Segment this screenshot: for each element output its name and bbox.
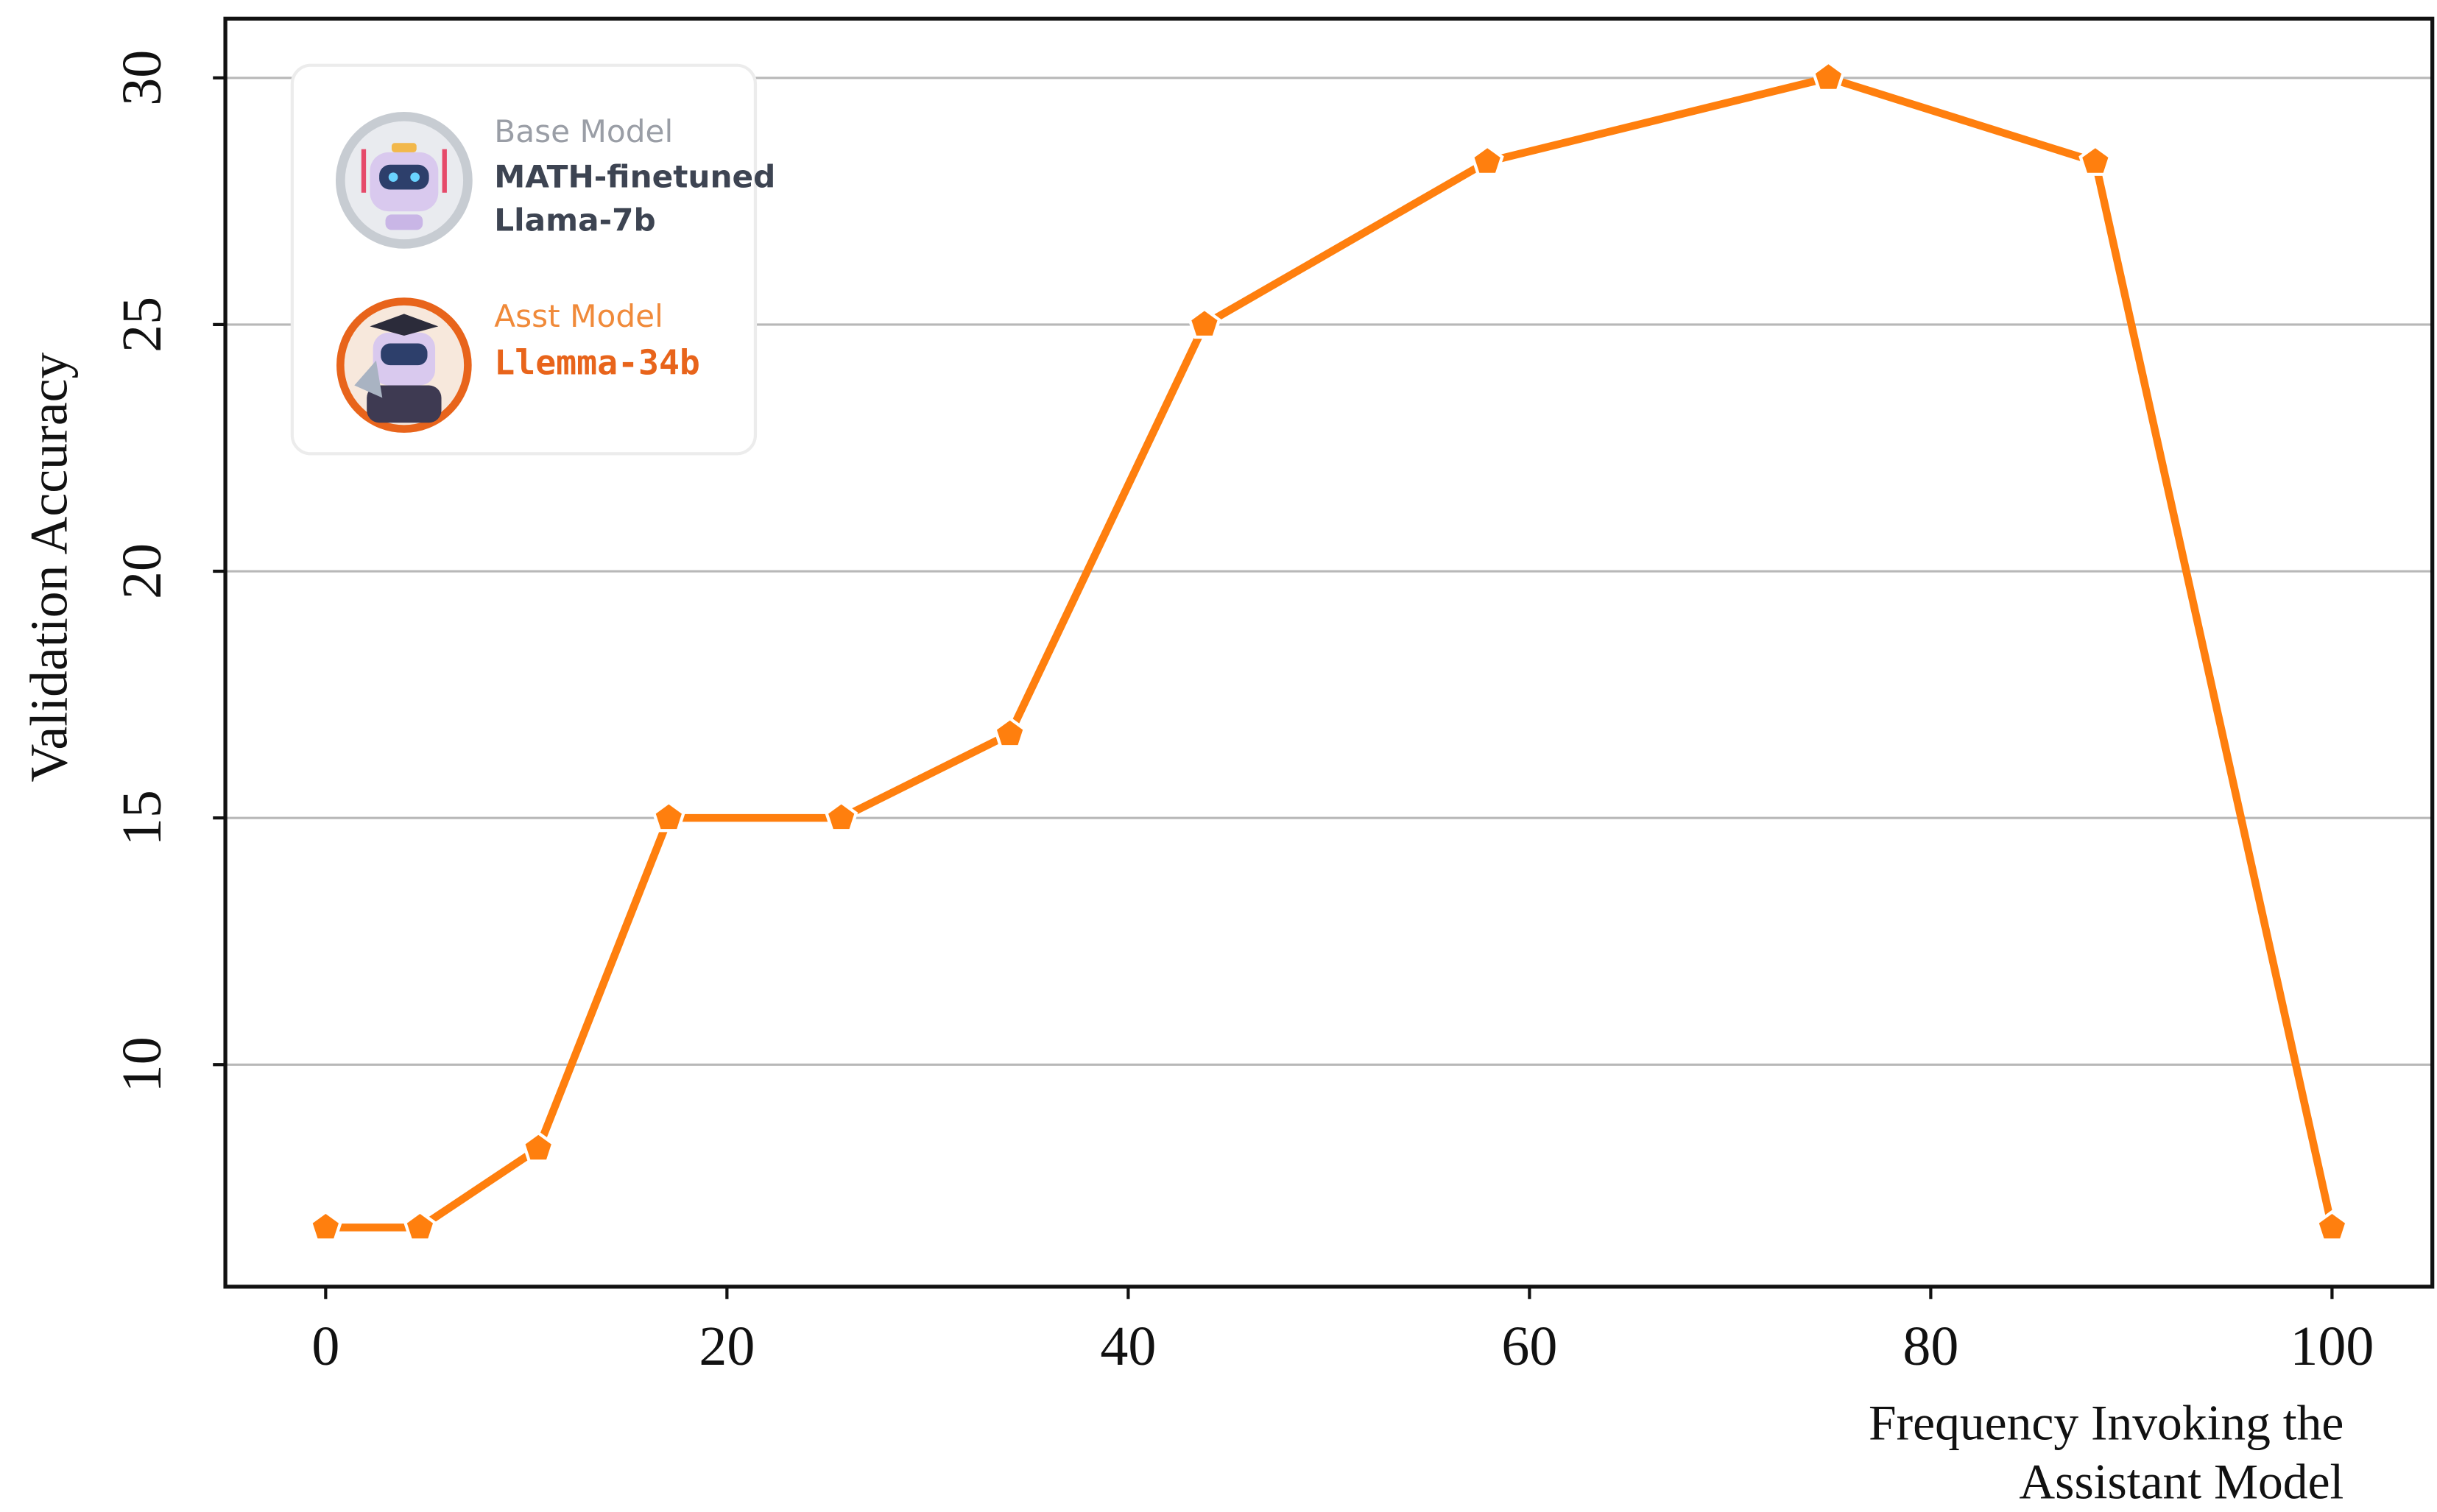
- y-tick-label: 30: [111, 50, 173, 106]
- legend-model-name: Llama-7b: [494, 202, 655, 238]
- base-model-icon: [340, 116, 468, 244]
- y-tick-label: 20: [111, 543, 173, 599]
- y-tick-label: 15: [111, 790, 173, 846]
- data-point: [2317, 1212, 2346, 1240]
- x-tick-label: 20: [699, 1315, 755, 1377]
- x-tick-label: 40: [1100, 1315, 1156, 1377]
- x-axis-label: Frequency Invoking the: [1869, 1395, 2343, 1450]
- data-point: [827, 802, 856, 830]
- legend: Base Model MATH-finetuned Llama-7b Asst …: [292, 66, 775, 454]
- data-point: [1813, 63, 1843, 91]
- y-axis-label: Validation Accuracy: [19, 352, 78, 782]
- chart: 10 15 20 25 30 0 20 40 60 80 100 Validation Accura…: [0, 0, 2437, 1512]
- data-point: [523, 1133, 553, 1161]
- x-tick-label: 0: [311, 1315, 339, 1377]
- legend-model-name: MATH-finetuned: [494, 158, 775, 194]
- legend-role: Asst Model: [494, 298, 663, 334]
- y-tick-label: 10: [111, 1036, 173, 1092]
- data-point: [995, 718, 1025, 746]
- assistant-model-icon: [340, 302, 468, 429]
- x-tick-label: 60: [1501, 1315, 1557, 1377]
- x-tick-label: 100: [2290, 1315, 2374, 1377]
- x-axis-label: Assistant Model: [2019, 1455, 2343, 1510]
- data-point: [311, 1212, 340, 1240]
- x-tick-label: 80: [1902, 1315, 1958, 1377]
- data-point: [2081, 146, 2110, 174]
- data-point: [1473, 146, 1502, 174]
- y-tick-label: 25: [111, 297, 173, 353]
- legend-model-name: Llemma-34b: [494, 343, 700, 383]
- data-point: [654, 802, 683, 830]
- data-point: [1190, 309, 1219, 337]
- legend-role: Base Model: [494, 113, 673, 149]
